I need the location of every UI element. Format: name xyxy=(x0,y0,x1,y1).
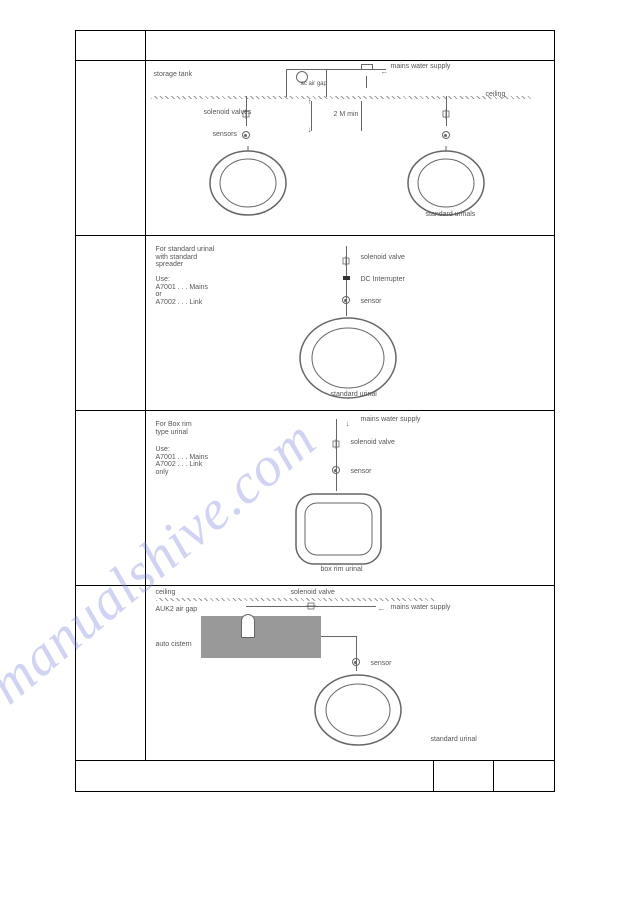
box-urinal-icon xyxy=(291,489,386,569)
ceiling-hatch xyxy=(151,96,531,99)
urinal-icon xyxy=(206,146,291,221)
label-note: For Box rim type urinal xyxy=(156,421,192,436)
label-auk2: AUK2 air gap xyxy=(156,606,198,614)
label-urinal: box rim urinal xyxy=(321,566,363,574)
label-sensor: sensor xyxy=(361,298,382,306)
label-urinal: standard urinal xyxy=(431,736,477,744)
sensor-icon xyxy=(342,296,350,304)
label-mains: mains water supply xyxy=(391,63,451,71)
label-solenoid: solenoid valves xyxy=(204,109,252,117)
footer-row xyxy=(76,761,554,791)
sensor-icon xyxy=(352,658,360,666)
label-height: 2 M min xyxy=(334,111,359,119)
urinal-icon xyxy=(296,314,401,402)
diagram-2: For standard urinal with standard spread… xyxy=(76,236,554,411)
label-dc: DC Interrupter xyxy=(361,276,405,284)
page-container: storage tank ceiling ac air gap mains wa… xyxy=(75,30,555,792)
ceiling-hatch xyxy=(156,598,436,601)
label-ceiling: ceiling xyxy=(486,91,506,99)
label-sensor: sensor xyxy=(371,660,392,668)
label-use: Use: A7001 . . . Mains A7002 . . . Link … xyxy=(156,446,209,477)
valve-icon xyxy=(441,109,451,119)
label-mains: mains water supply xyxy=(361,416,421,424)
label-solenoid: solenoid valve xyxy=(351,439,395,447)
diagram-4: ceiling AUK2 air gap solenoid valve main… xyxy=(76,586,554,761)
sensor-icon xyxy=(242,131,250,139)
sensor-icon xyxy=(332,466,340,474)
urinal-icon xyxy=(311,671,406,749)
label-storage-tank: storage tank xyxy=(154,71,193,79)
urinal-icon xyxy=(404,146,489,221)
sensor-icon xyxy=(442,131,450,139)
label-auto: auto cistern xyxy=(156,641,192,649)
label-solenoid: solenoid valve xyxy=(361,254,405,262)
diagram-3: For Box rim type urinal Use: A7001 . . .… xyxy=(76,411,554,586)
label-sensor: sensor xyxy=(351,468,372,476)
label-ceiling: ceiling xyxy=(156,589,176,597)
label-urinals: standard urinals xyxy=(426,211,476,219)
diagram-1: storage tank ceiling ac air gap mains wa… xyxy=(76,61,554,236)
valve-icon xyxy=(341,256,351,266)
label-note: For standard urinal with standard spread… xyxy=(156,246,215,269)
label-use: Use: A7001 . . . Mains or A7002 . . . Li… xyxy=(156,276,209,307)
valve-icon xyxy=(306,601,316,611)
valve-icon xyxy=(331,439,341,449)
label-sensors: sensors xyxy=(213,131,238,139)
header-row xyxy=(76,31,554,61)
label-airgap: ac air gap xyxy=(301,81,327,88)
label-mains: mains water supply xyxy=(391,604,451,612)
label-solenoid: solenoid valve xyxy=(291,589,335,597)
label-urinal: standard urinal xyxy=(331,391,377,399)
